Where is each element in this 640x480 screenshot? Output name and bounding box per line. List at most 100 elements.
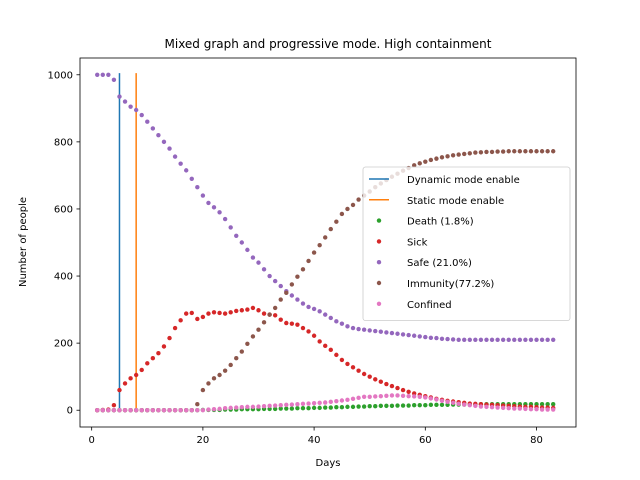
point-2-26 <box>239 240 245 245</box>
point-1-37 <box>300 325 306 331</box>
point-0-50 <box>373 404 378 409</box>
point-0-61 <box>434 402 439 408</box>
point-3-76 <box>517 149 523 154</box>
point-0-52 <box>384 403 389 409</box>
point-4-71 <box>489 405 495 410</box>
point-2-33 <box>278 283 283 289</box>
point-3-74 <box>506 149 511 154</box>
point-1-39 <box>311 333 317 338</box>
point-2-38 <box>306 304 311 310</box>
point-0-80 <box>539 401 545 407</box>
point-2-27 <box>245 247 250 253</box>
point-4-50 <box>373 394 378 399</box>
point-2-53 <box>389 330 395 336</box>
x-tick-label-1: 20 <box>197 435 210 446</box>
point-2-81 <box>545 337 550 342</box>
point-0-60 <box>428 402 434 408</box>
point-2-76 <box>517 337 523 342</box>
point-4-18 <box>195 408 200 413</box>
point-4-27 <box>245 404 250 410</box>
legend-label-6: Confined <box>407 300 452 311</box>
point-2-62 <box>439 336 445 341</box>
point-1-25 <box>234 308 239 314</box>
point-3-28 <box>250 334 256 339</box>
point-2-51 <box>378 329 384 334</box>
point-3-73 <box>500 149 506 154</box>
legend-label-4: Safe (21.0%) <box>407 258 472 269</box>
y-tick-label-0: 0 <box>67 406 73 417</box>
point-1-21 <box>211 310 217 315</box>
point-4-79 <box>534 407 539 412</box>
point-0-37 <box>300 406 306 411</box>
point-4-61 <box>434 397 439 402</box>
point-4-81 <box>545 407 550 412</box>
point-0-53 <box>389 403 395 409</box>
point-0-31 <box>267 406 272 412</box>
point-3-26 <box>239 349 245 354</box>
point-0-39 <box>311 405 317 411</box>
point-4-53 <box>389 393 395 398</box>
point-1-35 <box>289 321 295 326</box>
point-4-29 <box>256 404 261 409</box>
series-1 <box>95 305 556 413</box>
point-2-60 <box>428 335 434 340</box>
legend-label-0: Dynamic mode enable <box>407 175 520 186</box>
point-4-49 <box>367 394 372 400</box>
point-3-29 <box>256 327 261 332</box>
x-tick-label-3: 60 <box>419 435 432 446</box>
point-3-69 <box>478 150 484 155</box>
point-0-49 <box>367 404 372 409</box>
point-4-25 <box>234 405 239 410</box>
point-1-14 <box>172 325 178 331</box>
point-1-27 <box>245 307 250 312</box>
point-2-21 <box>211 205 217 210</box>
point-2-54 <box>395 331 400 336</box>
point-2-74 <box>506 337 511 342</box>
point-0-35 <box>289 406 295 411</box>
point-2-7 <box>133 107 139 113</box>
point-2-44 <box>339 321 345 326</box>
point-1-43 <box>334 352 339 358</box>
point-4-62 <box>439 398 445 404</box>
point-3-77 <box>523 149 528 154</box>
legend-label-2: Death (1.8%) <box>407 217 474 228</box>
point-0-51 <box>378 403 384 409</box>
point-3-27 <box>245 341 250 347</box>
point-4-24 <box>228 405 233 411</box>
point-4-38 <box>306 401 311 406</box>
point-2-3 <box>111 77 117 83</box>
point-4-63 <box>445 399 450 405</box>
point-2-24 <box>228 225 233 230</box>
point-2-57 <box>411 333 417 338</box>
point-1-18 <box>195 316 200 322</box>
point-4-17 <box>189 408 194 413</box>
point-2-37 <box>300 301 306 306</box>
point-3-25 <box>234 356 239 361</box>
y-tick-label-2: 400 <box>54 272 73 283</box>
point-2-10 <box>150 126 156 131</box>
point-1-40 <box>317 339 322 344</box>
point-0-43 <box>334 405 339 410</box>
point-3-42 <box>328 226 333 232</box>
point-2-13 <box>167 146 172 151</box>
point-2-32 <box>272 278 278 284</box>
point-2-30 <box>261 267 267 272</box>
series-2 <box>95 72 556 342</box>
point-4-57 <box>411 394 417 399</box>
point-4-56 <box>406 393 411 399</box>
point-4-43 <box>334 398 339 404</box>
point-1-12 <box>161 344 167 349</box>
point-3-41 <box>323 235 328 240</box>
point-4-42 <box>328 399 333 405</box>
point-1-13 <box>167 335 172 341</box>
point-2-1 <box>100 72 105 77</box>
point-2-0 <box>95 72 100 77</box>
point-4-26 <box>239 405 245 410</box>
point-3-81 <box>545 149 550 154</box>
point-0-41 <box>323 405 328 410</box>
point-4-31 <box>267 403 272 409</box>
point-0-48 <box>361 404 367 409</box>
point-4-33 <box>278 402 283 408</box>
point-2-55 <box>400 332 406 337</box>
point-0-38 <box>306 406 311 411</box>
